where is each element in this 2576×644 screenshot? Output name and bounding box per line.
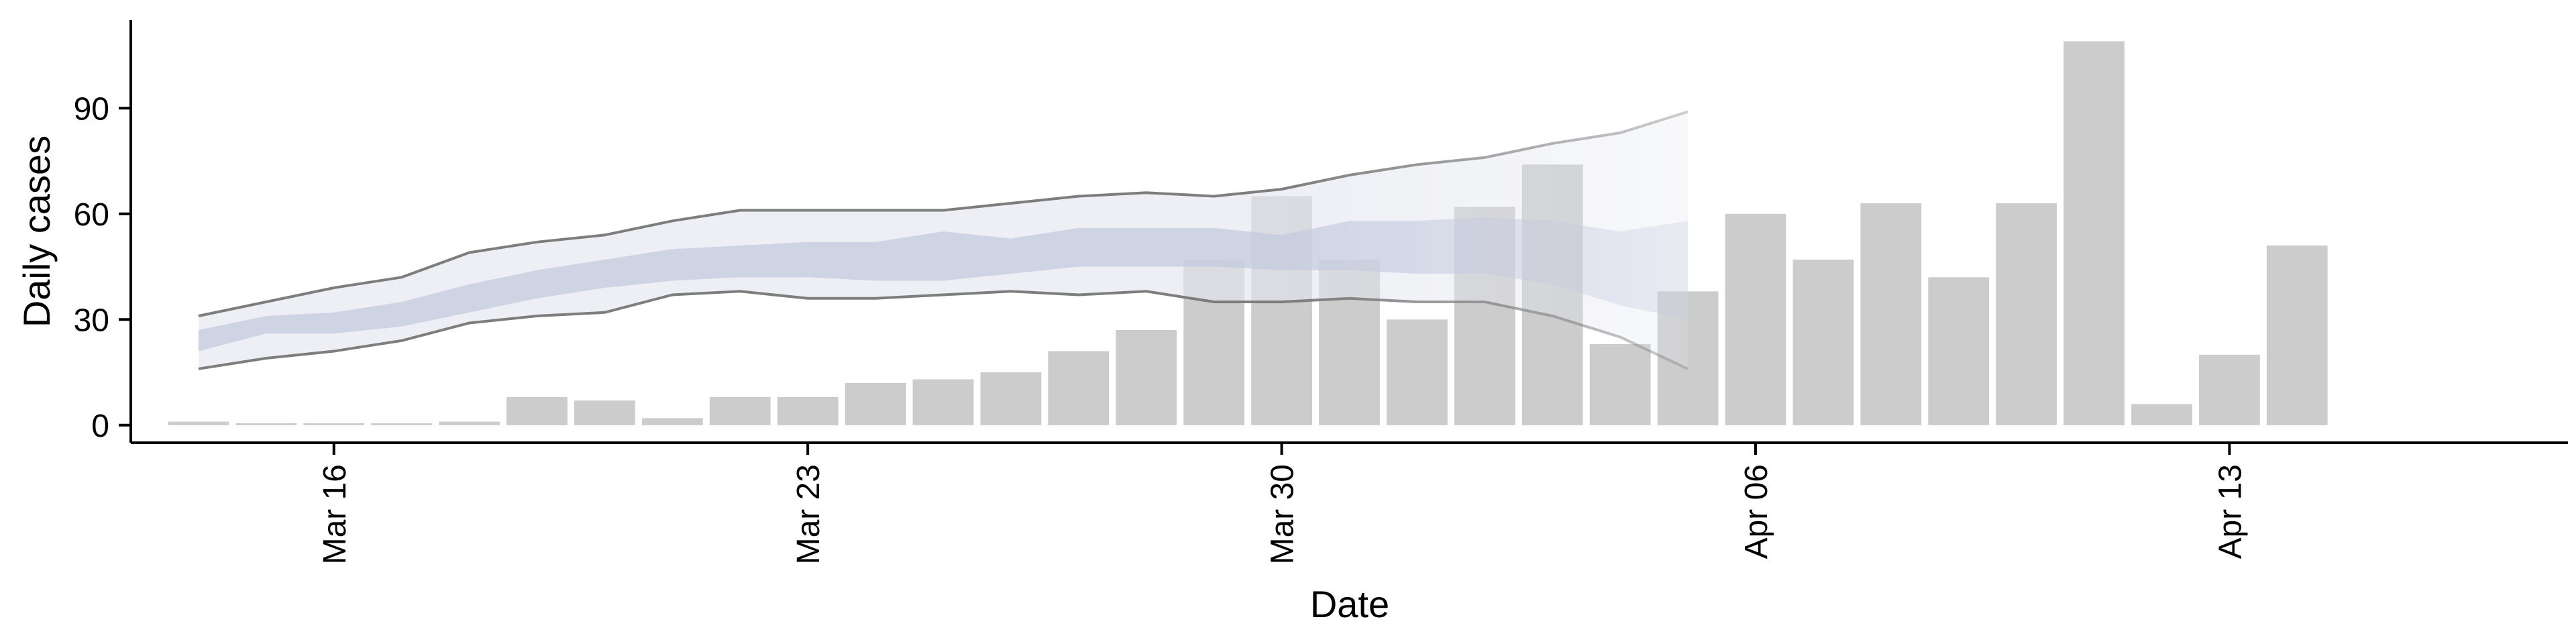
- x-tick-label: Apr 06: [1739, 464, 1774, 559]
- x-tick-label: Apr 13: [2212, 464, 2248, 559]
- case-bar: [2199, 354, 2260, 425]
- case-bar: [641, 418, 703, 425]
- case-bar: [709, 396, 771, 425]
- y-tick-label: 30: [74, 303, 109, 338]
- x-tick-label: Mar 16: [317, 464, 353, 564]
- estimate-lower-line: [198, 290, 1688, 370]
- case-bar: [912, 379, 974, 425]
- case-bar: [439, 421, 500, 425]
- x-tick-label: Mar 23: [791, 464, 826, 564]
- case-bar: [1116, 330, 1177, 425]
- estimate-band-layer: [198, 110, 1688, 370]
- case-bar: [1589, 344, 1651, 425]
- case-bar: [168, 421, 229, 425]
- case-bar: [777, 396, 839, 425]
- y-tick-label: 0: [91, 409, 109, 444]
- y-tick-label: 90: [74, 91, 109, 127]
- case-bar: [1387, 319, 1448, 425]
- case-bar: [2063, 41, 2125, 425]
- x-axis-title: Date: [1310, 583, 1389, 625]
- axes-layer: 0 30 60 90 Mar 16 Mar 23 Mar 30 Apr 06 Apr 13: [74, 20, 2568, 564]
- case-bar: [506, 396, 568, 425]
- case-bar: [1048, 351, 1110, 425]
- case-bar: [980, 372, 1042, 425]
- x-tick-label: Mar 30: [1265, 464, 1301, 564]
- case-bar: [1792, 260, 1854, 425]
- case-bar: [2266, 246, 2328, 425]
- case-bar: [845, 382, 906, 425]
- y-axis-title: Daily cases: [15, 136, 58, 327]
- case-bar: [2131, 404, 2192, 425]
- case-bar: [303, 423, 365, 425]
- case-bar: [1928, 277, 1990, 425]
- estimate-upper-line: [198, 110, 1688, 317]
- y-tick-label: 60: [74, 197, 109, 233]
- case-bar: [574, 400, 635, 425]
- case-bar: [1996, 203, 2057, 425]
- bars-layer: [168, 41, 2328, 425]
- estimate-inner-band: [198, 217, 1688, 352]
- case-bar: [1725, 213, 1786, 425]
- case-bar: [235, 423, 297, 425]
- case-bar: [1860, 203, 1922, 425]
- case-bar: [371, 423, 433, 425]
